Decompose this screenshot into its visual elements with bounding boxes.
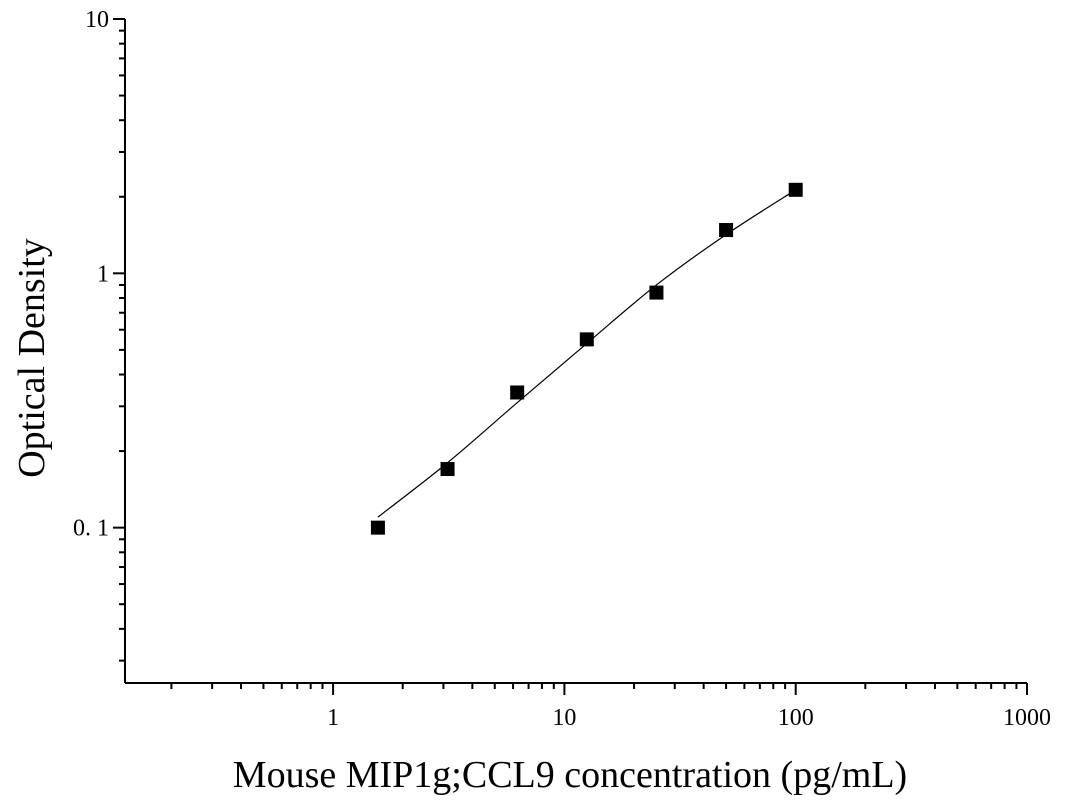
x-tick-label: 100 [778,705,814,731]
data-point [649,285,664,300]
data-point [719,223,734,238]
y-tick-label: 10 [85,7,109,33]
x-tick-labels: 1 10 100 1000 [327,705,1051,731]
data-points [370,182,803,535]
data-point [370,520,385,535]
y-tick-label: 1 [97,261,109,287]
axes [124,19,1027,684]
x-axis-title: Mouse MIP1g;CCL9 concentration (pg/mL) [233,754,907,796]
data-point [440,462,455,477]
y-ticks [113,18,125,662]
data-point [788,182,803,197]
y-tick-label: 0. 1 [73,516,109,542]
data-point [510,385,525,400]
y-tick-labels: 0. 1 1 10 [73,7,109,542]
x-tick-label: 10 [552,705,576,731]
x-ticks [170,683,1028,695]
x-tick-label: 1000 [1003,705,1051,731]
x-tick-label: 1 [327,705,339,731]
data-point [579,332,594,347]
y-axis-title: Optical Density [11,238,53,478]
